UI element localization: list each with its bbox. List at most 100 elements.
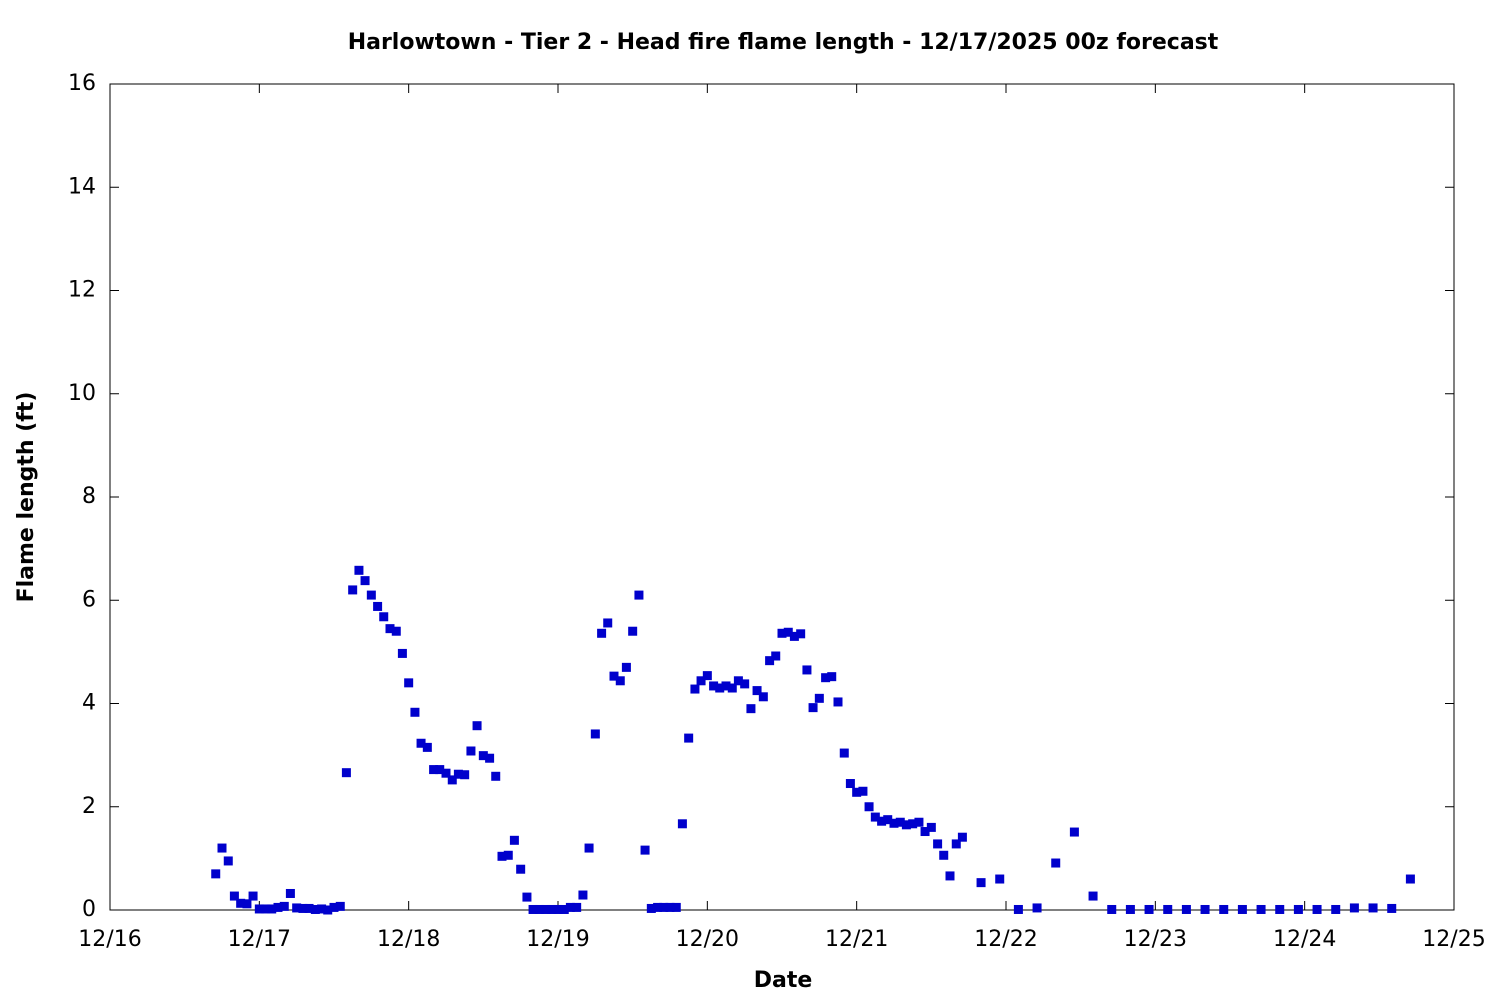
point [920,827,930,837]
point [397,648,407,658]
point [640,845,650,855]
x-tick-label: 12/20 [676,927,739,952]
point [1181,904,1191,914]
point [621,662,631,672]
point [534,904,544,914]
point [597,628,607,638]
point [926,822,936,832]
point [572,902,582,912]
x-axis-label: Date [754,968,813,993]
point [852,787,862,797]
point [789,631,799,641]
point [248,891,258,901]
point [877,816,887,826]
point [951,839,961,849]
point [497,851,507,861]
point [796,629,806,639]
point [771,651,781,661]
point [298,903,308,913]
point [1368,903,1378,913]
point [279,901,289,911]
point [1405,874,1415,884]
point [1312,904,1322,914]
point [895,817,905,827]
x-tick-label: 12/19 [526,927,589,952]
point [410,707,420,717]
y-tick-label: 14 [68,174,96,199]
point [285,888,295,898]
point [933,839,943,849]
point [1013,904,1023,914]
point [814,693,824,703]
point [1331,904,1341,914]
point [559,904,569,914]
point [1237,904,1247,914]
y-tick-label: 4 [82,691,96,716]
point [845,779,855,789]
point [914,817,924,827]
point [261,904,271,914]
point [1293,904,1303,914]
point [503,850,513,860]
point [1349,903,1359,913]
point [217,843,227,853]
point [1069,827,1079,837]
y-tick-label: 12 [68,278,96,303]
point [547,904,557,914]
point [653,902,663,912]
x-tick-label: 12/16 [78,927,141,952]
y-tick-label: 10 [68,381,96,406]
point [696,676,706,686]
point [565,902,575,912]
point [267,904,277,914]
y-axis-label: Flame length (ft) [14,392,39,603]
point [839,748,849,758]
point [690,684,700,694]
point [802,665,812,675]
point [391,626,401,636]
point [466,746,476,756]
point [957,832,967,842]
point [472,721,482,731]
x-tick-label: 12/22 [974,927,1037,952]
chart-title: Harlowtown - Tier 2 - Head fire flame le… [348,30,1219,55]
point [354,565,364,575]
point [441,768,451,778]
point [1387,903,1397,913]
point [833,697,843,707]
point [590,729,600,739]
x-tick-label: 12/23 [1124,927,1187,952]
x-tick-label: 12/17 [228,927,291,952]
point [733,676,743,686]
point [945,871,955,881]
point [609,671,619,681]
point [1200,904,1210,914]
point [665,902,675,912]
point [1275,904,1285,914]
point [808,703,818,713]
point [939,850,949,860]
point [341,768,351,778]
point [1125,904,1135,914]
point [541,904,551,914]
y-tick-label: 8 [82,484,96,509]
point [211,869,221,879]
point [777,628,787,638]
point [603,618,613,628]
point [995,874,1005,884]
point [1088,891,1098,901]
point [858,786,868,796]
point [634,590,644,600]
point [528,904,538,914]
point [746,704,756,714]
point [659,902,669,912]
point [379,612,389,622]
point [292,903,302,913]
point [908,819,918,829]
point [516,864,526,874]
point [366,590,376,600]
point [684,733,694,743]
point [304,903,314,913]
